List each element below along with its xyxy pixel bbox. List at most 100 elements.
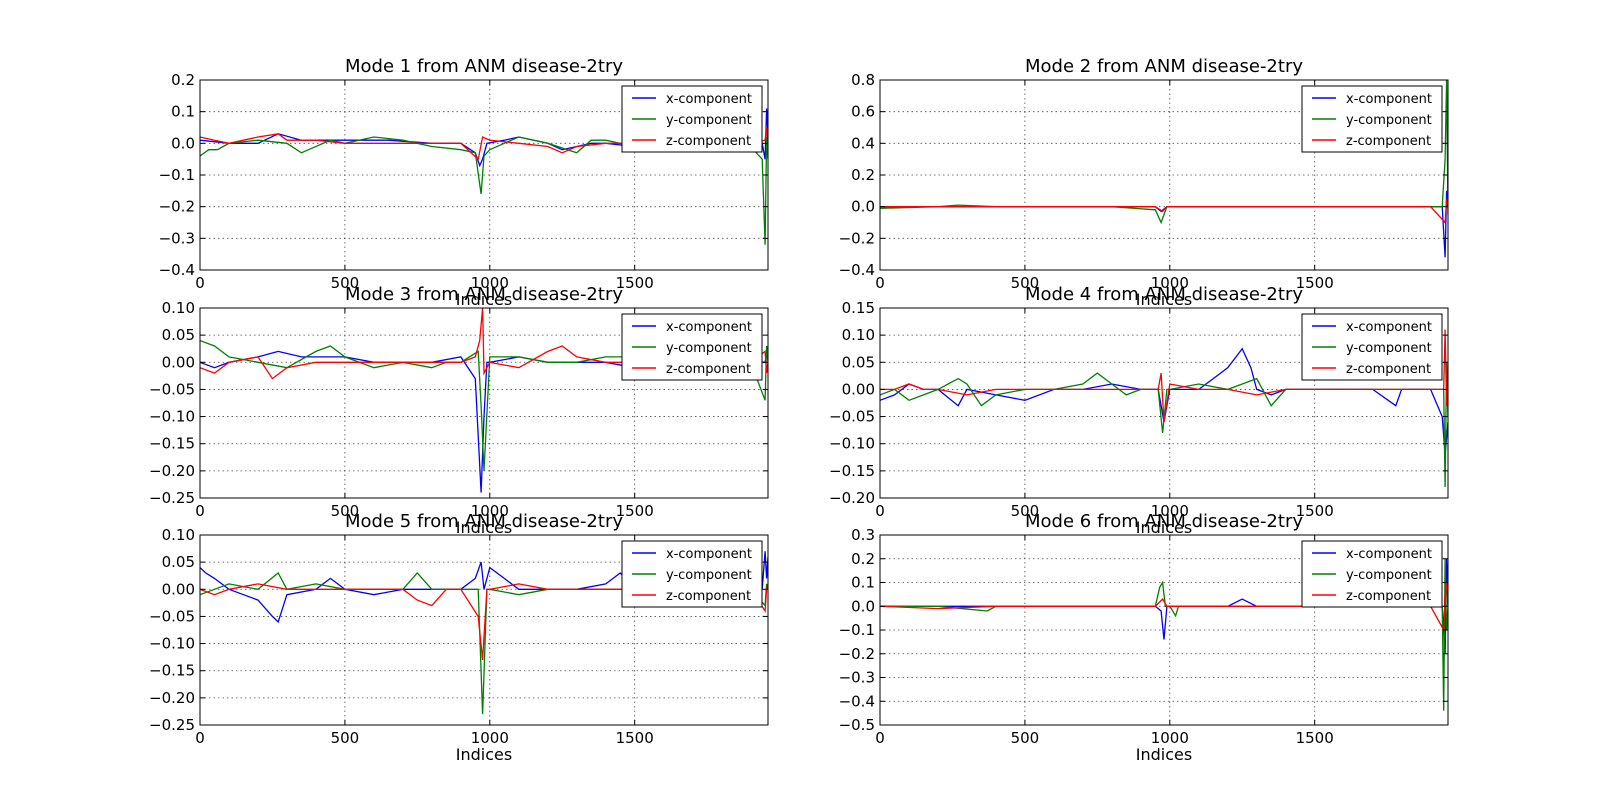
y-tick-label: 0.05 bbox=[842, 353, 875, 371]
x-tick-label: 0 bbox=[875, 502, 885, 520]
y-tick-label: −0.20 bbox=[149, 462, 195, 480]
legend-label: x-component bbox=[1346, 547, 1432, 562]
x-tick-label: 1500 bbox=[616, 502, 654, 520]
x-tick-label: 1500 bbox=[1296, 274, 1334, 292]
y-tick-label: −0.3 bbox=[839, 669, 875, 687]
x-tick-label: 1000 bbox=[1151, 729, 1189, 747]
subplot-mode-6: 0 500 1000 1500 −0.5 −0.4 −0.3 −0.2 −0.1 0.0 0.1 0.… bbox=[839, 511, 1449, 764]
x-tick-label: 0 bbox=[875, 729, 885, 747]
x-tick-label: 500 bbox=[331, 274, 360, 292]
legend-label: z-component bbox=[666, 362, 751, 377]
y-tick-label: 0.15 bbox=[842, 299, 875, 317]
x-tick-label: 1000 bbox=[471, 729, 509, 747]
y-tick-label: 0.0 bbox=[851, 198, 875, 216]
subplot-title: Mode 3 from ANM disease-2try bbox=[345, 284, 623, 305]
y-tick-label: −0.2 bbox=[159, 198, 195, 216]
y-tick-label: −0.05 bbox=[149, 380, 195, 398]
y-tick-label: −0.1 bbox=[159, 166, 195, 184]
x-tick-label: 0 bbox=[195, 502, 205, 520]
x-tick-label: 1500 bbox=[616, 729, 654, 747]
x-tick-label: 500 bbox=[331, 729, 360, 747]
legend-label: y-component bbox=[666, 113, 752, 128]
plot-frame bbox=[879, 307, 1449, 499]
y-tick-label: −0.3 bbox=[159, 229, 195, 247]
y-tick-label: −0.4 bbox=[839, 692, 875, 710]
x-axis-label: Indices bbox=[456, 745, 512, 764]
y-tick-label: 0.0 bbox=[851, 597, 875, 615]
legend-label: y-component bbox=[1346, 568, 1432, 583]
legend-label: y-component bbox=[1346, 113, 1432, 128]
y-tick-label: −0.4 bbox=[839, 261, 875, 279]
plot-frame bbox=[199, 307, 769, 499]
x-tick-label: 500 bbox=[331, 502, 360, 520]
y-tick-label: −0.10 bbox=[829, 435, 875, 453]
x-tick-label: 0 bbox=[195, 729, 205, 747]
y-tick-label: −0.20 bbox=[149, 689, 195, 707]
y-tick-label: −0.05 bbox=[829, 408, 875, 426]
y-tick-label: −0.05 bbox=[149, 607, 195, 625]
subplot-mode-4: 0 500 1000 1500 −0.20 −0.15 −0.10 −0.05 0.00 0.05… bbox=[829, 284, 1449, 537]
legend: x-component y-component z-component bbox=[621, 85, 763, 153]
y-tick-label: −0.15 bbox=[829, 462, 875, 480]
y-tick-label: 0.8 bbox=[851, 71, 875, 89]
y-tick-label: −0.25 bbox=[149, 716, 195, 734]
y-tick-label: −0.5 bbox=[839, 716, 875, 734]
subplot-title: Mode 1 from ANM disease-2try bbox=[345, 56, 623, 77]
legend-label: z-component bbox=[1346, 362, 1431, 377]
y-tick-label: 0.2 bbox=[851, 166, 875, 184]
subplot-mode-5: 0 500 1000 1500 −0.25 −0.20 −0.15 −0.10 −0.05 0.0… bbox=[149, 511, 769, 764]
legend: x-component y-component z-component bbox=[621, 313, 763, 381]
x-tick-label: 1000 bbox=[471, 502, 509, 520]
legend-label: x-component bbox=[1346, 92, 1432, 107]
y-tick-label: −0.15 bbox=[149, 662, 195, 680]
y-tick-label: 0.10 bbox=[162, 526, 195, 544]
legend-label: x-component bbox=[666, 92, 752, 107]
legend-label: z-component bbox=[1346, 589, 1431, 604]
y-tick-label: 0.2 bbox=[851, 550, 875, 568]
subplot-title: Mode 6 from ANM disease-2try bbox=[1025, 511, 1303, 532]
legend: x-component y-component z-component bbox=[1301, 85, 1443, 153]
series-line-y-component bbox=[880, 362, 1448, 488]
x-tick-label: 500 bbox=[1011, 729, 1040, 747]
legend-box bbox=[621, 85, 763, 153]
series-line-z-component bbox=[880, 198, 1448, 225]
x-tick-label: 0 bbox=[195, 274, 205, 292]
y-tick-label: −0.20 bbox=[829, 489, 875, 507]
x-tick-label: 1500 bbox=[1296, 502, 1334, 520]
x-tick-label: 1500 bbox=[616, 274, 654, 292]
y-tick-label: 0.00 bbox=[162, 353, 195, 371]
y-tick-label: −0.4 bbox=[159, 261, 195, 279]
legend: x-component y-component z-component bbox=[1301, 540, 1443, 608]
subplot-mode-2: 0 500 1000 1500 −0.4 −0.2 0.0 0.2 0.4 0.6 0.8 Mode … bbox=[839, 56, 1449, 309]
x-axis-label: Indices bbox=[456, 518, 512, 537]
x-axis-label: Indices bbox=[456, 290, 512, 309]
subplot-title: Mode 4 from ANM disease-2try bbox=[1025, 284, 1303, 305]
y-tick-label: 0.0 bbox=[171, 134, 195, 152]
y-tick-label: −0.1 bbox=[839, 621, 875, 639]
series-line-z-component bbox=[880, 329, 1448, 423]
x-axis-label: Indices bbox=[1136, 290, 1192, 309]
plot-frame bbox=[199, 534, 769, 726]
subplot-mode-1: 0 500 1000 1500 −0.4 −0.3 −0.2 −0.1 0.0 0.1 0.2 Mod… bbox=[159, 56, 769, 309]
y-tick-label: 0.6 bbox=[851, 103, 875, 121]
y-tick-label: 0.10 bbox=[162, 299, 195, 317]
x-tick-label: 1000 bbox=[1151, 502, 1189, 520]
y-tick-label: −0.25 bbox=[149, 489, 195, 507]
y-tick-label: 0.10 bbox=[842, 326, 875, 344]
subplot-mode-3: 0 500 1000 1500 −0.25 −0.20 −0.15 −0.10 −0.05 0.0… bbox=[149, 284, 769, 537]
y-tick-label: 0.4 bbox=[851, 134, 875, 152]
y-tick-label: 0.2 bbox=[171, 71, 195, 89]
legend-label: x-component bbox=[666, 320, 752, 335]
y-tick-label: −0.10 bbox=[149, 635, 195, 653]
legend-label: z-component bbox=[666, 134, 751, 149]
y-tick-label: −0.15 bbox=[149, 435, 195, 453]
y-tick-label: 0.1 bbox=[851, 574, 875, 592]
legend-label: x-component bbox=[666, 547, 752, 562]
legend: x-component y-component z-component bbox=[621, 540, 763, 608]
y-tick-label: 0.00 bbox=[842, 380, 875, 398]
legend-label: y-component bbox=[666, 568, 752, 583]
y-tick-label: −0.2 bbox=[839, 229, 875, 247]
y-tick-label: 0.05 bbox=[162, 553, 195, 571]
y-tick-label: 0.05 bbox=[162, 326, 195, 344]
